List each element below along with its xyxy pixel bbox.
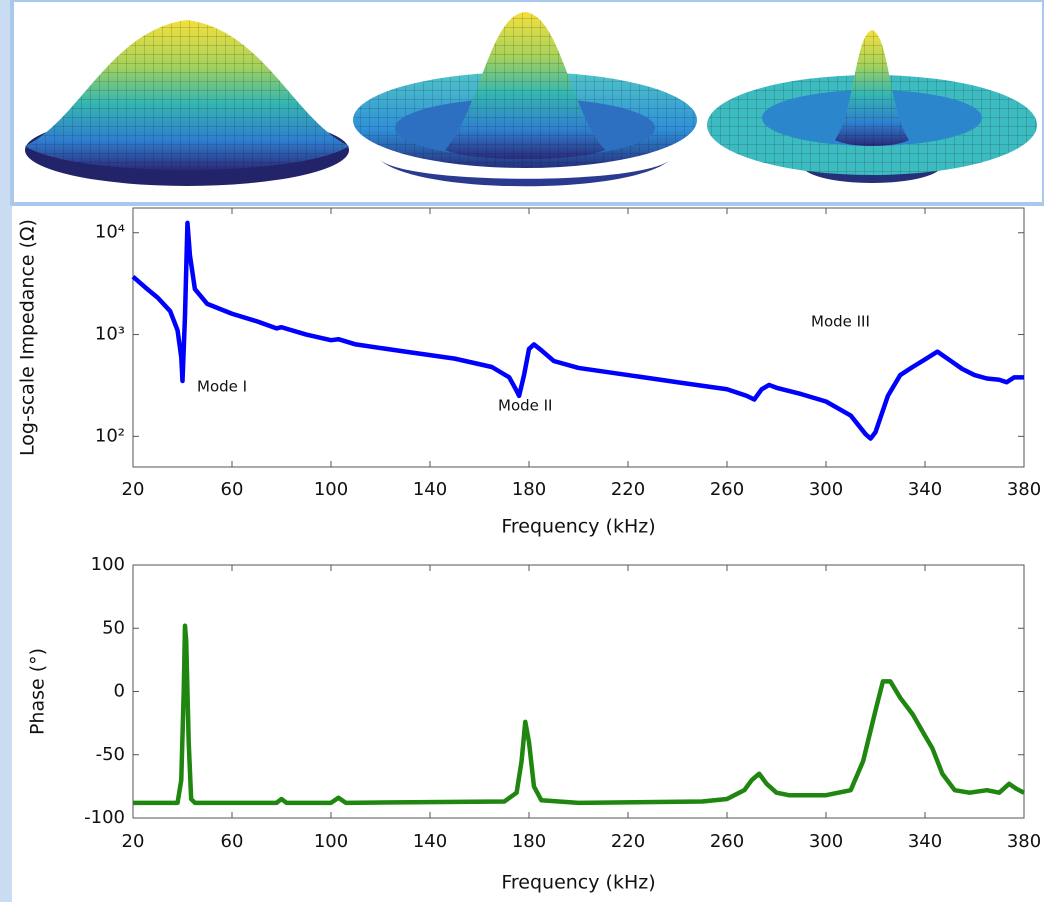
- y-tick-label: 100: [91, 554, 125, 575]
- side-strip: [0, 0, 12, 902]
- y-tick-label: 10⁴: [95, 222, 125, 243]
- data-line: [133, 623, 1026, 806]
- x-tick-label: 60: [221, 831, 244, 852]
- y-tick-label: 50: [102, 617, 125, 638]
- annotation: Mode II: [498, 397, 553, 415]
- y-axis-label: Phase (°): [27, 648, 49, 735]
- plot-frame: [132, 207, 1025, 468]
- y-tick-label: -100: [84, 807, 125, 828]
- mode-shape-1: [25, 20, 349, 186]
- annotation: Mode III: [811, 313, 870, 331]
- y-tick-label: -50: [96, 744, 125, 765]
- mode-shape-3: [707, 30, 1037, 183]
- x-tick-label: 100: [314, 831, 348, 852]
- x-tick-label: 260: [710, 479, 744, 500]
- x-tick-label: 100: [314, 479, 348, 500]
- x-tick-label: 220: [611, 479, 645, 500]
- x-tick-label: 380: [1007, 479, 1041, 500]
- x-tick-label: 20: [122, 479, 145, 500]
- x-tick-label: 300: [809, 479, 843, 500]
- x-tick-label: 380: [1007, 831, 1041, 852]
- x-tick-label: 140: [413, 831, 447, 852]
- x-tick-label: 180: [512, 479, 546, 500]
- x-tick-label: 180: [512, 831, 546, 852]
- x-tick-label: 140: [413, 479, 447, 500]
- x-tick-label: 340: [908, 479, 942, 500]
- x-tick-label: 300: [809, 831, 843, 852]
- x-tick-label: 20: [122, 831, 145, 852]
- x-tick-label: 340: [908, 831, 942, 852]
- y-tick-label: 10³: [95, 324, 125, 345]
- annotation: Mode I: [197, 378, 247, 396]
- x-axis-label: Frequency (kHz): [501, 516, 655, 538]
- x-axis-label: Frequency (kHz): [501, 872, 655, 894]
- x-tick-label: 260: [710, 831, 744, 852]
- mode-shape-2: [353, 12, 697, 187]
- y-tick-label: 0: [114, 681, 125, 702]
- data-line: [131, 220, 1024, 441]
- plot-frame: [132, 564, 1025, 819]
- y-axis-label: Log-scale Impedance (Ω): [17, 219, 39, 456]
- x-tick-label: 220: [611, 831, 645, 852]
- y-tick-label: 10²: [95, 425, 125, 446]
- x-tick-label: 60: [221, 479, 244, 500]
